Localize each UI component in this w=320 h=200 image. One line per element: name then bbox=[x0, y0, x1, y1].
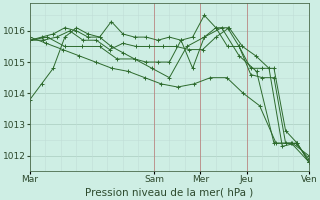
X-axis label: Pression niveau de la mer( hPa ): Pression niveau de la mer( hPa ) bbox=[85, 187, 253, 197]
